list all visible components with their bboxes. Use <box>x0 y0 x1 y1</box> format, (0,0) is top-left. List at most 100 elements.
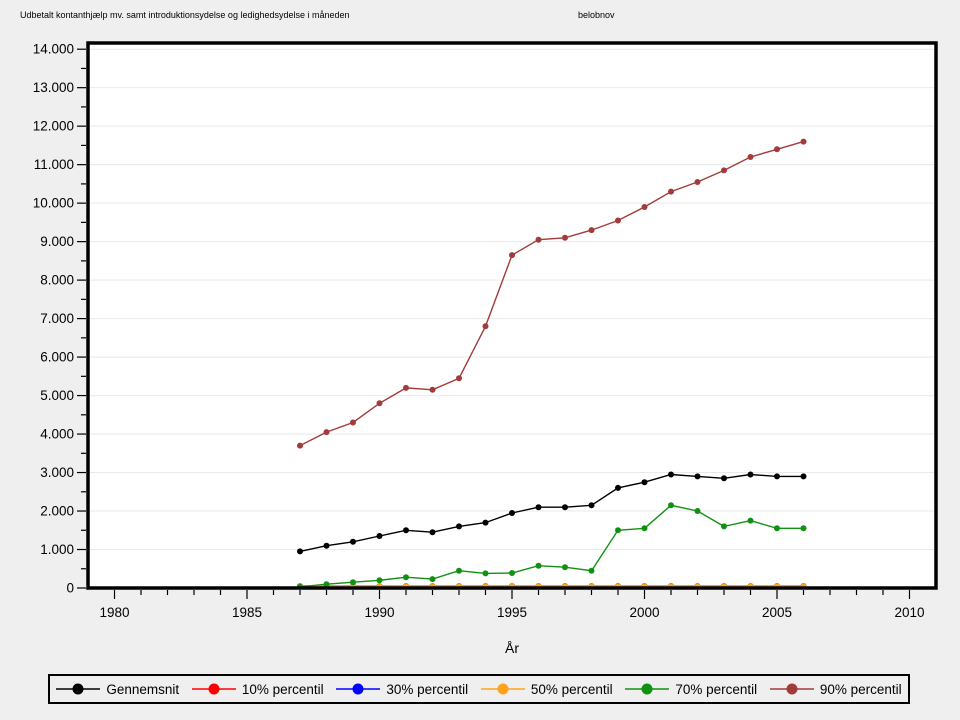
data-point-marker <box>668 188 674 195</box>
legend-label-30-percentil: 30% percentil <box>386 681 469 697</box>
y-tick-label: 14.000 <box>33 42 74 57</box>
y-tick-label: 2.000 <box>40 504 74 519</box>
data-point-marker <box>429 529 436 536</box>
data-point-marker <box>509 252 515 259</box>
data-point-marker <box>774 525 780 532</box>
legend-marker-50-percentil <box>480 683 525 695</box>
data-point-marker <box>429 576 436 583</box>
y-tick-label: 12.000 <box>33 119 74 134</box>
data-point-marker <box>403 574 409 581</box>
data-point-marker <box>509 510 515 516</box>
data-point-marker <box>562 234 568 241</box>
legend-marker-gennemsnit <box>56 683 101 695</box>
line-chart-plot: 1980 1985 1990 1995 2000 2005 2010 0 1.000 2.000 3… <box>33 41 938 656</box>
data-point-marker <box>721 523 727 530</box>
data-point-marker <box>403 527 409 534</box>
chart-title: Udbetalt kontanthjælp mv. samt introdukt… <box>20 10 350 20</box>
legend-marker-90-percentil <box>769 683 814 695</box>
data-point-marker <box>509 570 515 576</box>
data-point-marker <box>297 548 303 555</box>
plot-frame <box>86 41 938 590</box>
data-point-marker <box>562 504 568 511</box>
plot-area <box>88 43 936 588</box>
x-tick-label: 2000 <box>629 605 659 620</box>
data-point-marker <box>376 577 383 584</box>
series-line-gennemsnit <box>299 473 804 553</box>
data-point-marker <box>615 217 621 224</box>
series-line-90-percentil <box>299 140 804 447</box>
data-point-marker <box>588 567 595 574</box>
data-point-marker <box>615 527 621 534</box>
data-point-marker <box>800 525 807 532</box>
y-tick-label: 1.000 <box>40 542 74 557</box>
data-point-marker <box>562 564 568 571</box>
data-point-marker <box>694 473 701 480</box>
y-tick-label: 9.000 <box>40 234 74 249</box>
x-tick-label: 2005 <box>762 605 792 620</box>
legend-label-50-percentil: 50% percentil <box>530 681 613 697</box>
x-tick-label: 1990 <box>364 605 394 620</box>
x-tick-label: 1985 <box>232 605 262 620</box>
legend-entry-50-percentil: 50% percentil <box>480 681 613 697</box>
legend-entry-30-percentil: 30% percentil <box>336 681 468 697</box>
data-point-marker <box>668 502 674 509</box>
x-axis-title: År <box>505 640 519 656</box>
data-point-marker <box>429 386 436 393</box>
y-tick-label: 0 <box>66 581 74 596</box>
legend-label-10-percentil: 10% percentil <box>241 681 324 697</box>
legend-marker-30-percentil <box>336 683 381 695</box>
x-tick-label: 1980 <box>99 605 129 620</box>
data-point-marker <box>774 473 780 480</box>
legend-entry-10-percentil: 10% percentil <box>191 681 324 697</box>
data-point-marker <box>721 167 727 174</box>
data-point-marker <box>747 517 754 524</box>
data-point-marker <box>482 519 489 526</box>
data-point-marker <box>535 236 542 243</box>
data-point-marker <box>747 154 754 160</box>
legend: Gennemsnit 10% percentil 30% percentil 5… <box>48 674 910 704</box>
data-point-marker <box>721 475 727 482</box>
y-tick-label: 4.000 <box>40 427 74 442</box>
data-point-marker <box>774 146 780 153</box>
legend-label-gennemsnit: Gennemsnit <box>106 681 180 697</box>
data-point-marker <box>350 538 356 545</box>
data-point-marker <box>456 523 462 530</box>
x-tick-label: 2010 <box>894 605 924 620</box>
data-point-marker <box>403 384 409 391</box>
x-tick-label: 1995 <box>497 605 527 620</box>
data-point-marker <box>350 579 356 586</box>
data-point-marker <box>323 581 330 588</box>
y-tick-label: 6.000 <box>40 350 74 365</box>
chart-variable-label: belobnov <box>578 10 615 20</box>
legend-label-70-percentil: 70% percentil <box>675 681 758 697</box>
data-point-marker <box>350 419 356 426</box>
y-tick-label: 3.000 <box>40 465 74 480</box>
data-point-marker <box>482 323 489 330</box>
data-point-marker <box>535 562 542 569</box>
y-tick-label: 7.000 <box>40 311 74 326</box>
data-point-marker <box>800 138 807 145</box>
series-line-70-percentil <box>299 504 804 588</box>
data-point-marker <box>641 204 648 210</box>
y-tick-label: 5.000 <box>40 388 74 403</box>
legend-label-90-percentil: 90% percentil <box>819 681 902 697</box>
data-point-marker <box>297 442 303 449</box>
data-point-marker <box>615 484 621 491</box>
data-point-marker <box>588 502 595 509</box>
data-point-marker <box>456 567 462 574</box>
data-point-marker <box>694 179 701 185</box>
y-tick-label: 8.000 <box>40 273 74 288</box>
data-point-marker <box>694 508 701 514</box>
data-point-marker <box>323 542 330 549</box>
legend-entry-90-percentil: 90% percentil <box>769 681 902 697</box>
data-point-marker <box>800 473 807 480</box>
data-point-marker <box>588 227 595 234</box>
legend-entry-70-percentil: 70% percentil <box>625 681 757 697</box>
data-point-marker <box>376 533 383 539</box>
y-tick-label: 11.000 <box>34 157 74 172</box>
data-point-marker <box>668 471 674 478</box>
data-point-marker <box>641 525 648 532</box>
y-tick-label: 10.000 <box>33 196 74 211</box>
data-point-marker <box>641 479 648 486</box>
